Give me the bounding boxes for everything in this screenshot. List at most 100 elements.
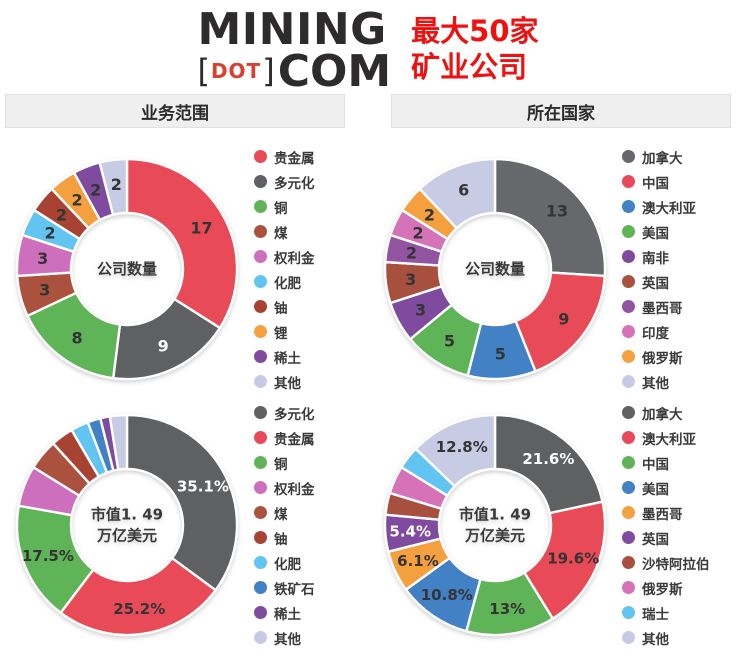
logo-dot-text: DOT [210, 59, 262, 84]
legend-label: 煤 [274, 506, 288, 523]
legend-label: 锂 [274, 325, 288, 342]
legend-color-dot [622, 456, 635, 469]
legend-color-dot [622, 406, 635, 419]
legend-item-加拿大: 加拿大 [622, 147, 696, 167]
legend-color-dot [254, 506, 267, 519]
legend-label: 铀 [274, 531, 288, 548]
legend-label: 化肥 [274, 556, 301, 573]
legend-color-dot [254, 456, 267, 469]
legend-item-澳大利亚: 澳大利亚 [622, 197, 696, 217]
slice-value-label: 13 [546, 201, 568, 220]
legend-label: 瑞士 [642, 606, 669, 623]
chart-companies-by-business: 17 9 8 3 3 2 2 2 2 2 公司数量 贵金属 多元化铜煤权利金 化肥铀锂稀土 其他 [0, 138, 368, 400]
legend-item-权利金: 权利金 [254, 247, 315, 267]
legend-item-稀土: 稀土 [254, 347, 315, 367]
chart-marketcap-by-business: 35.1% 25.2% 17.5% 市值1. 49 万亿美元 多元化 贵金属铜权利金煤铀化… [0, 400, 368, 650]
slice-value-label: 35.1% [177, 478, 229, 496]
slice-value-label: 9 [558, 309, 569, 328]
donut-slice-其他 [414, 413, 497, 488]
legend-label: 权利金 [274, 250, 315, 267]
legend-color-dot [622, 481, 635, 494]
legend-color-dot [254, 200, 267, 213]
legend-item-美国: 美国 [622, 222, 696, 242]
slice-value-label: 17.5% [22, 547, 74, 565]
legend-item-锂: 锂 [254, 322, 315, 342]
slice-value-label: 2 [406, 244, 417, 263]
legend-item-其他: 其他 [622, 628, 710, 648]
legend-item-俄罗斯: 俄罗斯 [622, 578, 710, 598]
legend-item-瑞士: 瑞士 [622, 603, 710, 623]
legend-item-贵金属: 贵金属 [254, 147, 315, 167]
legend-item-稀土: 稀土 [254, 603, 315, 623]
legend-item-铜: 铜 [254, 197, 315, 217]
legend-label: 俄罗斯 [642, 581, 683, 598]
legend-label: 权利金 [274, 481, 315, 498]
legend-label: 贵金属 [274, 431, 315, 448]
legend-label: 澳大利亚 [642, 200, 696, 217]
chart-legend: 多元化 贵金属铜权利金煤铀化肥 铁矿石 稀土 其他 [254, 403, 315, 648]
slice-value-label: 21.6% [522, 450, 574, 468]
legend-color-dot [622, 150, 635, 163]
chart-legend: 贵金属 多元化铜煤权利金 化肥铀锂稀土 其他 [254, 147, 315, 392]
legend-color-dot [622, 200, 635, 213]
legend-item-加拿大: 加拿大 [622, 403, 710, 423]
legend-item-煤: 煤 [254, 222, 315, 242]
legend-label: 墨西哥 [642, 300, 683, 317]
legend-item-其他: 其他 [254, 628, 315, 648]
slice-value-label: 6.1% [397, 552, 439, 570]
legend-color-dot [622, 556, 635, 569]
slice-value-label: 3 [37, 249, 48, 268]
legend-color-dot [254, 406, 267, 419]
slice-value-label: 2 [71, 191, 82, 210]
legend-label: 加拿大 [642, 406, 683, 423]
donut-chart: 21.6% 19.6% 13% 10.8% 6.1% 5.4% 12.8% 市值1. 49 万亿… [383, 413, 607, 637]
legend-label: 印度 [642, 325, 669, 342]
legend-color-dot [622, 350, 635, 363]
donut-center-label: 万亿美元 [464, 527, 525, 545]
legend-color-dot [254, 175, 267, 188]
legend-item-权利金: 权利金 [254, 478, 315, 498]
slice-value-label: 17 [190, 219, 212, 238]
slice-value-label: 3 [415, 300, 426, 319]
legend-color-dot [254, 350, 267, 363]
legend-label: 沙特阿拉伯 [642, 556, 710, 573]
slice-value-label: 2 [45, 223, 56, 242]
slice-value-label: 9 [158, 336, 169, 355]
page-title-line1: 最大50家 [411, 13, 539, 48]
slice-value-label: 2 [56, 205, 67, 224]
donut-center-label: 万亿美元 [96, 527, 157, 545]
legend-label: 美国 [642, 481, 669, 498]
legend-item-美国: 美国 [622, 478, 710, 498]
slice-value-label: 2 [413, 223, 424, 242]
chart-legend: 加拿大 澳大利亚 中国 美国 墨西哥 英国 沙特阿拉伯 俄罗斯 瑞士 其他 [622, 403, 710, 648]
logo-mining-text: MINING [197, 3, 387, 55]
legend-label: 多元化 [274, 175, 315, 192]
legend-item-中国: 中国 [622, 453, 710, 473]
legend-item-铜: 铜 [254, 453, 315, 473]
slice-value-label: 8 [71, 328, 82, 347]
legend-color-dot [254, 531, 267, 544]
section-header-country: 所在国家 [391, 94, 731, 128]
slice-value-label: 10.8% [421, 586, 473, 604]
legend-label: 中国 [642, 456, 669, 473]
logo-com-text: COM [277, 45, 392, 97]
donut-slice-其他 [418, 157, 497, 230]
legend-item-俄罗斯: 俄罗斯 [622, 347, 696, 367]
logo-bracket-right: ] [262, 51, 275, 90]
legend-color-dot [254, 375, 267, 388]
legend-label: 铁矿石 [274, 581, 315, 598]
legend-color-dot [254, 481, 267, 494]
legend-label: 墨西哥 [642, 506, 683, 523]
legend-color-dot [254, 275, 267, 288]
slice-value-label: 5.4% [389, 522, 431, 540]
legend-label: 稀土 [274, 606, 301, 623]
legend-item-英国: 英国 [622, 272, 696, 292]
legend-item-墨西哥: 墨西哥 [622, 503, 710, 523]
legend-item-铁矿石: 铁矿石 [254, 578, 315, 598]
slice-value-label: 2 [111, 175, 122, 194]
logo-bracket-left: [ [197, 51, 210, 90]
legend-label: 南非 [642, 250, 669, 267]
slice-value-label: 3 [39, 281, 50, 300]
